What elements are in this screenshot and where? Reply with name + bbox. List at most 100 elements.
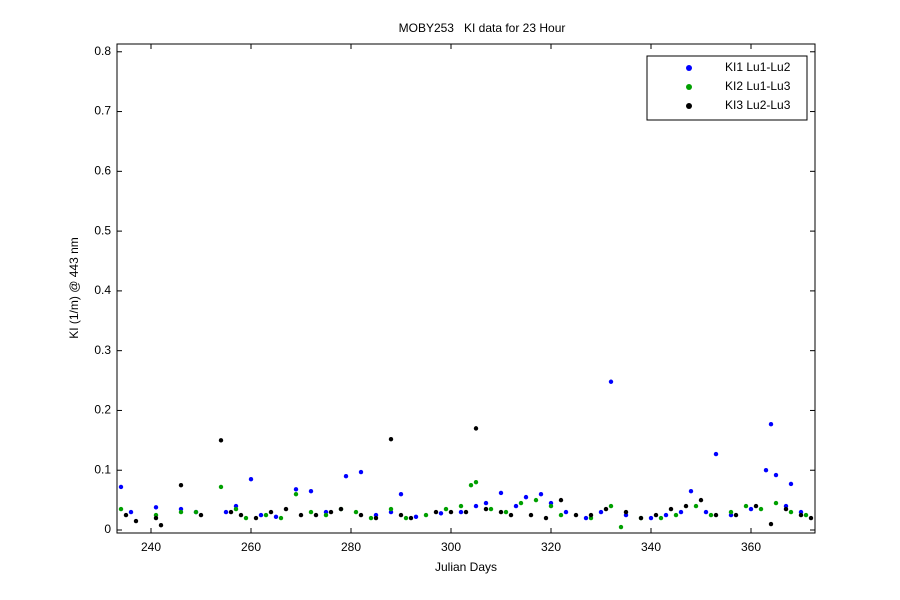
data-point bbox=[523, 494, 529, 500]
data-point bbox=[798, 512, 804, 518]
y-tick-label: 0.5 bbox=[94, 223, 111, 237]
data-point bbox=[588, 512, 594, 518]
data-point bbox=[518, 500, 524, 506]
data-point bbox=[803, 512, 809, 518]
data-point bbox=[388, 436, 394, 442]
data-point bbox=[248, 476, 254, 482]
data-point bbox=[293, 487, 299, 492]
data-point bbox=[263, 512, 269, 518]
x-tick-label: 260 bbox=[241, 540, 261, 554]
data-point bbox=[773, 472, 779, 478]
plot-frame bbox=[116, 43, 816, 534]
data-point bbox=[673, 512, 679, 518]
data-point bbox=[413, 514, 419, 520]
x-tick-label: 340 bbox=[641, 540, 661, 554]
data-point bbox=[298, 512, 304, 518]
y-tick-label: 0.4 bbox=[94, 283, 111, 297]
legend-label: KI2 Lu1-Lu3 bbox=[725, 79, 791, 93]
data-point bbox=[473, 479, 479, 485]
y-tick-label: 0 bbox=[104, 522, 111, 536]
data-point bbox=[653, 512, 659, 518]
data-point bbox=[808, 515, 814, 521]
data-point bbox=[623, 509, 629, 515]
data-point bbox=[218, 438, 224, 443]
legend-label: KI1 Lu1-Lu2 bbox=[725, 60, 791, 74]
data-point bbox=[358, 512, 364, 518]
data-point bbox=[153, 505, 159, 510]
data-point bbox=[388, 506, 394, 512]
legend-box bbox=[646, 55, 808, 121]
data-point bbox=[328, 509, 334, 515]
x-tick-label: 300 bbox=[441, 540, 461, 554]
data-point bbox=[253, 515, 259, 521]
data-point bbox=[788, 509, 794, 515]
data-point bbox=[243, 515, 249, 521]
data-point bbox=[433, 509, 439, 515]
legend-label: KI3 Lu2-Lu3 bbox=[725, 98, 791, 112]
data-point bbox=[563, 509, 569, 515]
data-point bbox=[503, 509, 509, 515]
data-point bbox=[688, 488, 694, 494]
data-point bbox=[473, 426, 479, 431]
data-point bbox=[468, 482, 474, 488]
data-point bbox=[353, 509, 359, 515]
data-point bbox=[783, 506, 789, 512]
data-point bbox=[158, 523, 164, 528]
legend-marker bbox=[686, 65, 692, 71]
data-point bbox=[533, 497, 539, 503]
data-point bbox=[573, 512, 579, 518]
y-tick-label: 0.1 bbox=[94, 462, 111, 476]
data-point bbox=[398, 512, 404, 518]
data-point bbox=[683, 503, 689, 509]
data-point bbox=[293, 491, 299, 497]
data-point bbox=[608, 379, 614, 384]
data-point bbox=[743, 503, 749, 509]
data-point bbox=[528, 512, 534, 518]
data-point bbox=[258, 512, 264, 518]
legend-marker bbox=[686, 103, 692, 109]
x-tick-label: 280 bbox=[341, 540, 361, 554]
data-point bbox=[773, 500, 779, 506]
data-point bbox=[768, 521, 774, 527]
data-point bbox=[238, 512, 244, 518]
data-point bbox=[543, 515, 549, 521]
data-point bbox=[728, 509, 734, 515]
data-point bbox=[508, 512, 514, 518]
data-point bbox=[313, 512, 319, 518]
data-point bbox=[608, 503, 614, 509]
data-point bbox=[233, 506, 239, 512]
data-point bbox=[693, 503, 699, 509]
data-point bbox=[198, 512, 204, 518]
data-point bbox=[788, 481, 794, 487]
data-point bbox=[473, 503, 479, 509]
data-point bbox=[483, 500, 489, 506]
data-point bbox=[268, 509, 274, 515]
data-point bbox=[753, 503, 759, 509]
y-tick-label: 0.8 bbox=[94, 44, 111, 58]
data-point bbox=[448, 509, 454, 515]
x-tick-label: 240 bbox=[141, 540, 161, 554]
y-axis-label: KI (1/m) @ 443 nm bbox=[67, 237, 81, 339]
x-tick-label: 320 bbox=[541, 540, 561, 554]
data-point bbox=[538, 491, 544, 497]
data-point bbox=[443, 506, 449, 512]
data-point bbox=[458, 509, 464, 515]
data-point bbox=[338, 506, 344, 512]
data-point bbox=[118, 506, 124, 512]
data-point bbox=[763, 468, 769, 473]
data-point bbox=[133, 518, 139, 524]
data-point bbox=[703, 509, 709, 515]
data-point bbox=[758, 506, 764, 512]
data-point bbox=[308, 488, 314, 494]
data-point bbox=[498, 509, 504, 515]
data-point bbox=[323, 512, 329, 518]
legend-marker bbox=[686, 84, 692, 90]
data-point bbox=[408, 515, 414, 521]
y-tick-label: 0.7 bbox=[94, 104, 111, 118]
y-tick-label: 0.2 bbox=[94, 403, 111, 417]
data-point bbox=[223, 509, 229, 515]
data-point bbox=[513, 503, 519, 509]
data-point bbox=[488, 506, 494, 512]
x-axis-label: Julian Days bbox=[435, 560, 497, 574]
